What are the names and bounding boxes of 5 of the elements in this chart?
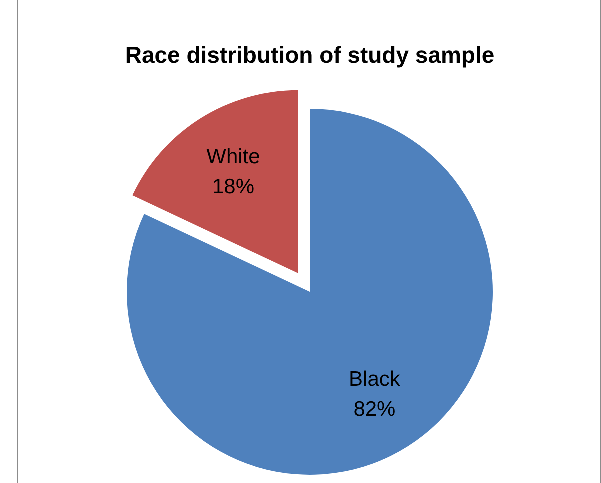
slice-label: White	[206, 145, 260, 168]
data-label: 82%	[354, 398, 396, 421]
chart-title: Race distribution of study sample	[125, 42, 495, 68]
data-label: 18%	[212, 175, 255, 198]
slice-label: Black	[349, 368, 401, 391]
